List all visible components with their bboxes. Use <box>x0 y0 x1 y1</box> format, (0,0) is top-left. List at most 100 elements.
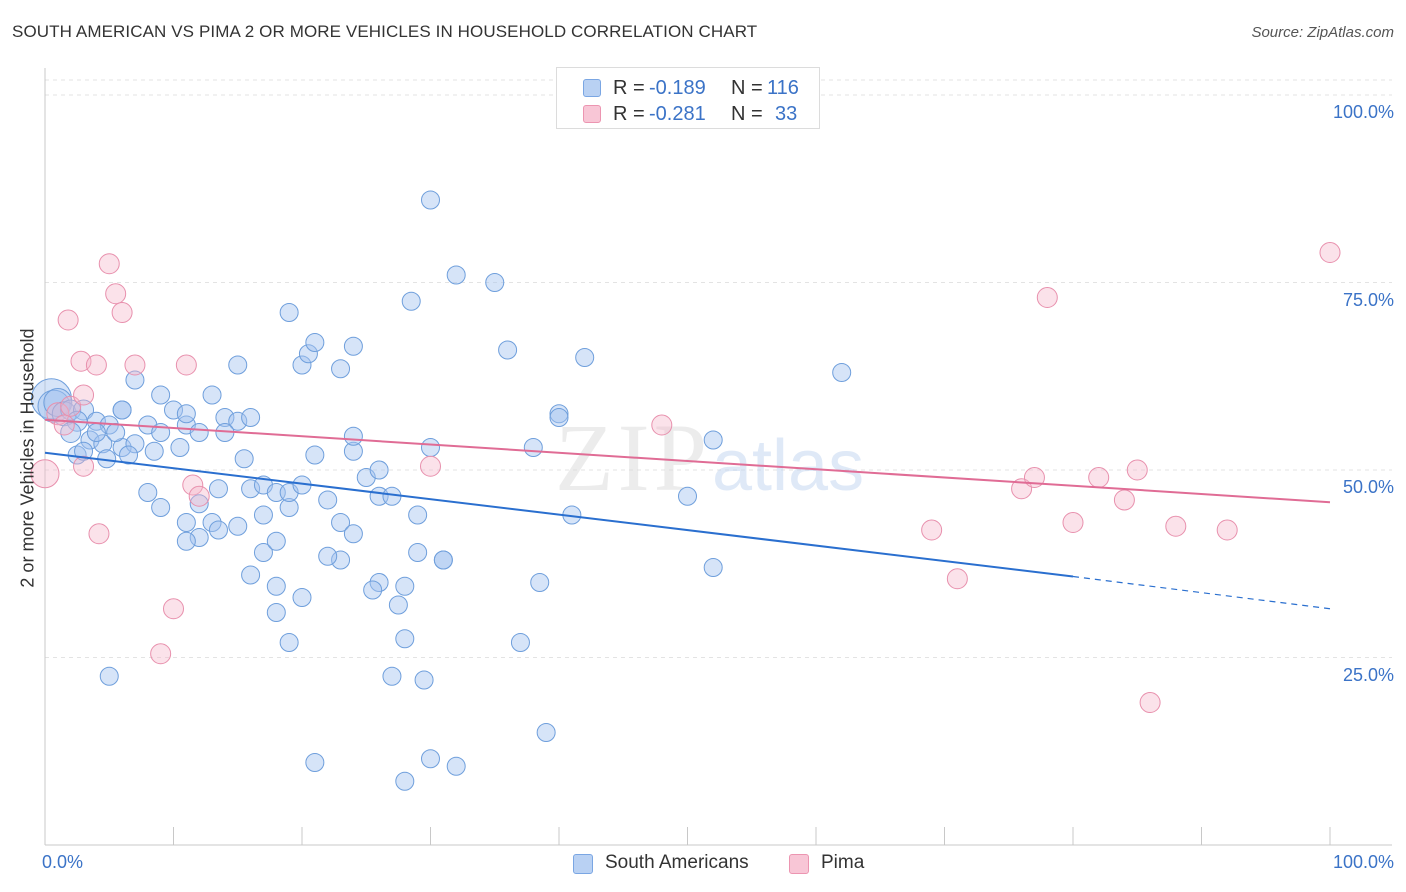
pima-point <box>30 459 60 489</box>
south-americans-point <box>170 438 190 457</box>
south-americans-point <box>343 524 363 544</box>
south-americans-point <box>536 723 556 742</box>
legend-r-value: -0.189 <box>649 77 706 99</box>
south-americans-point <box>279 303 299 322</box>
south-americans-point <box>421 438 440 457</box>
south-americans-point <box>703 558 723 577</box>
y-axis-label: 2 or more Vehicles in Household <box>17 328 38 588</box>
south-americans-point <box>369 460 389 480</box>
south-americans-point <box>73 399 95 421</box>
south-americans-trend-extension <box>1072 575 1331 610</box>
south-americans-point <box>189 528 209 547</box>
south-americans-point <box>189 423 209 442</box>
axes <box>44 68 1392 846</box>
pima-point <box>1165 515 1187 537</box>
south-americans-point <box>408 543 428 562</box>
south-americans-point <box>433 550 453 570</box>
south-americans-point <box>164 400 183 420</box>
south-americans-point <box>112 400 132 420</box>
legend-r-label: R = <box>613 103 645 125</box>
legend-swatch-pink <box>789 854 809 874</box>
south-americans-point <box>292 355 312 375</box>
south-americans-point <box>485 273 505 292</box>
south-americans-point <box>86 411 106 431</box>
pima-point <box>57 309 79 331</box>
south-americans-point <box>106 423 126 442</box>
south-americans-point <box>678 486 697 506</box>
south-americans-point <box>446 756 466 776</box>
south-americans-point <box>305 333 325 352</box>
south-americans-point <box>305 445 325 465</box>
south-americans-point <box>138 483 158 502</box>
correlation-legend: R = -0.189 N = 116 R = -0.281 N = 33 <box>556 67 820 129</box>
south-americans-point <box>241 479 261 499</box>
pima-point <box>105 283 127 305</box>
chart-title: SOUTH AMERICAN VS PIMA 2 OR MORE VEHICLE… <box>12 22 758 41</box>
legend-label: South Americans <box>605 852 749 873</box>
source-credit: Source: ZipAtlas.com <box>1251 24 1394 41</box>
pima-point <box>651 414 673 436</box>
south-americans-point <box>575 348 595 367</box>
pima-point <box>85 354 107 376</box>
south-americans-point <box>305 753 325 772</box>
south-americans-point <box>414 670 434 690</box>
south-americans-point <box>266 531 286 551</box>
x-tick-label: 0.0% <box>42 852 84 872</box>
south-americans-point <box>401 291 421 311</box>
south-americans-point <box>530 573 550 592</box>
south-americans-point <box>832 363 852 382</box>
pima-point <box>111 302 133 323</box>
pima-point <box>124 354 146 376</box>
legend-n-value: 33 <box>775 103 798 125</box>
south-americans-point <box>144 441 164 461</box>
pima-point <box>175 354 197 376</box>
south-americans-point <box>208 479 228 499</box>
south-americans-point <box>382 666 402 686</box>
south-americans-point <box>395 629 415 649</box>
watermark: ZIP atlas <box>555 404 864 511</box>
pima-point <box>1126 459 1148 481</box>
pima-point <box>1319 242 1341 263</box>
pima-point <box>98 253 120 275</box>
legend-swatch-pink <box>583 105 601 123</box>
south-americans-point <box>703 430 723 450</box>
south-americans-point <box>125 434 145 454</box>
pima-point <box>150 643 172 665</box>
legend-n-label: N = <box>731 103 763 125</box>
south-americans-point <box>228 411 248 431</box>
south-americans-point <box>125 370 145 390</box>
south-americans-point <box>363 580 383 600</box>
south-americans-point <box>86 423 106 442</box>
south-americans-point <box>208 520 228 540</box>
y-tick-label: 25.0% <box>1342 664 1394 685</box>
south-americans-point <box>408 505 428 525</box>
pima-point <box>53 414 75 436</box>
y-tick-label: 100.0% <box>1332 102 1394 122</box>
pima-point <box>182 474 204 496</box>
south-americans-point <box>99 666 119 686</box>
pima-point <box>946 568 968 590</box>
south-americans-point <box>388 595 408 615</box>
pima-point <box>73 455 95 477</box>
south-americans-point <box>331 513 351 532</box>
south-americans-point <box>498 340 518 360</box>
south-americans-point <box>80 430 100 450</box>
south-americans-point <box>446 265 466 285</box>
south-americans-point <box>266 603 286 622</box>
south-americans-point <box>228 355 248 375</box>
south-americans-point <box>279 633 299 652</box>
south-americans-point <box>151 385 171 405</box>
legend-swatch-blue <box>573 854 593 874</box>
pima-point <box>88 523 110 545</box>
south-americans-point <box>343 426 363 446</box>
south-americans-point <box>202 385 222 405</box>
south-americans-point <box>523 438 543 457</box>
south-americans-point <box>253 543 273 562</box>
south-americans-point <box>421 190 440 210</box>
south-americans-point <box>266 576 286 596</box>
pima-point <box>73 384 95 406</box>
pima-point <box>163 598 184 620</box>
pima-point <box>1062 512 1084 533</box>
south-americans-point <box>298 344 318 364</box>
